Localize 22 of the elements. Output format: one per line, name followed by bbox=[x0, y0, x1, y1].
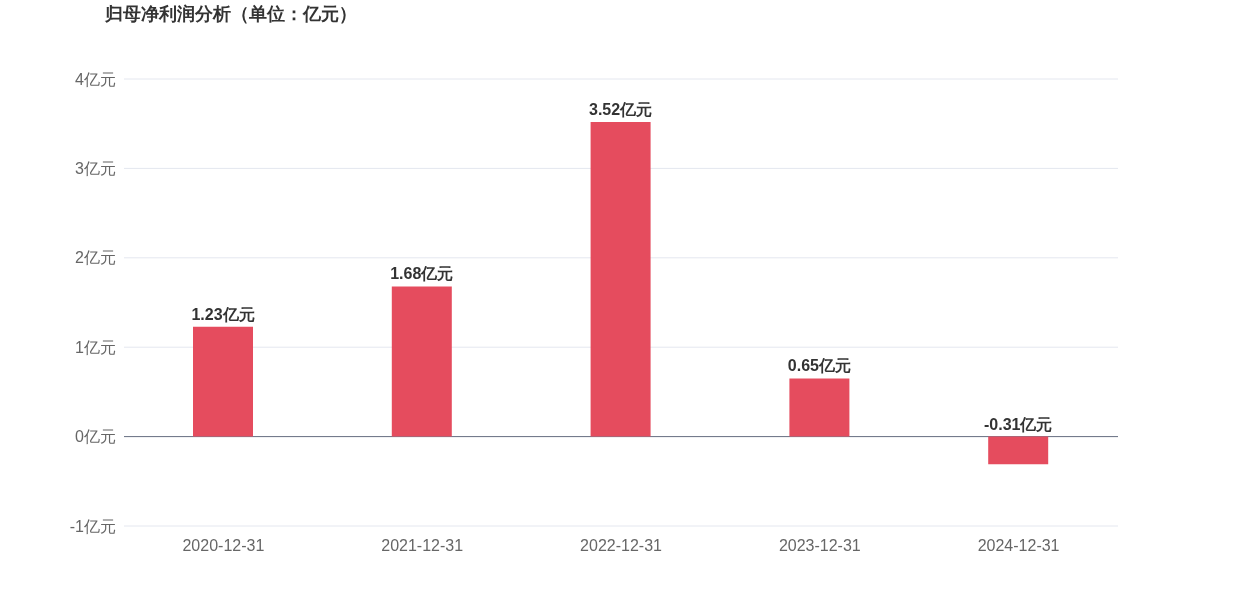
x-tick-label: 2023-12-31 bbox=[778, 537, 861, 555]
x-tick-label: 2021-12-31 bbox=[381, 537, 464, 555]
bar bbox=[391, 286, 452, 437]
chart-title: 归母净利润分析（单位：亿元） bbox=[105, 3, 357, 26]
bar bbox=[988, 436, 1049, 465]
bar bbox=[590, 121, 651, 437]
bar bbox=[789, 378, 850, 437]
y-tick-label: 0亿元 bbox=[75, 428, 116, 446]
data-label: 1.23亿元 bbox=[191, 305, 255, 323]
x-tick-label: 2024-12-31 bbox=[977, 537, 1060, 555]
y-tick-label: -1亿元 bbox=[69, 517, 116, 535]
data-label: 0.65亿元 bbox=[787, 357, 851, 375]
x-tick-label: 2022-12-31 bbox=[580, 537, 663, 555]
data-label: -0.31亿元 bbox=[983, 415, 1053, 433]
y-tick-label: 2亿元 bbox=[75, 249, 116, 267]
data-label: 3.52亿元 bbox=[589, 100, 653, 118]
y-tick-label: 1亿元 bbox=[75, 338, 116, 356]
y-tick-label: 4亿元 bbox=[75, 70, 116, 88]
data-label: 1.68亿元 bbox=[390, 265, 454, 283]
bar bbox=[193, 326, 253, 437]
x-tick-label: 2020-12-31 bbox=[182, 537, 265, 555]
y-tick-label: 3亿元 bbox=[75, 160, 116, 178]
